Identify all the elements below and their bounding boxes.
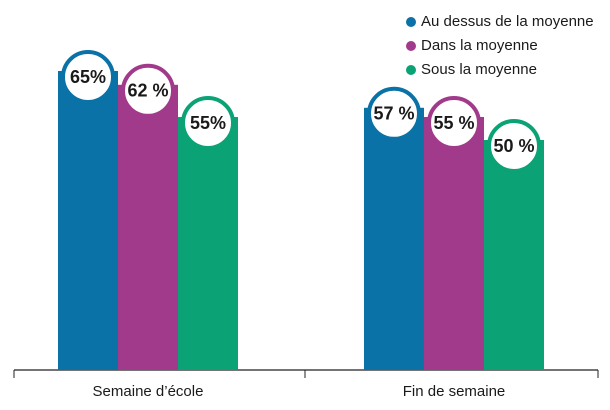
legend-marker: [406, 65, 416, 75]
value-badge: [61, 50, 115, 104]
bar: [364, 107, 424, 371]
bar: [484, 140, 544, 370]
value-badge: [487, 119, 541, 173]
value-label: 55 %: [433, 113, 474, 133]
value-label: 65%: [70, 67, 106, 87]
value-badge: [121, 63, 175, 118]
legend-marker: [406, 41, 416, 51]
value-label: 50 %: [493, 136, 534, 156]
bar: [178, 117, 238, 370]
bar: [118, 84, 178, 371]
bar: [424, 117, 484, 370]
value-badge: [367, 86, 421, 141]
value-label: 57 %: [373, 104, 414, 124]
value-badge: [427, 96, 481, 150]
legend-marker: [406, 17, 416, 27]
x-tick-label: Fin de semaine: [403, 383, 506, 400]
value-label: 62 %: [127, 81, 168, 101]
legend-label: Dans la moyenne: [421, 37, 538, 54]
legend-label: Sous la moyenne: [421, 61, 537, 78]
value-label: 55%: [190, 113, 226, 133]
legend-label: Au dessus de la moyenne: [421, 13, 594, 30]
bar: [58, 71, 118, 370]
x-tick-label: Semaine d’école: [93, 383, 204, 400]
value-badge: [181, 96, 235, 150]
